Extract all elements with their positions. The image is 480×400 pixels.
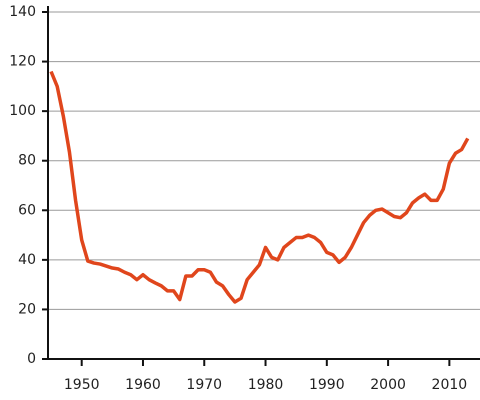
y-tick-label: 100 [9,103,36,119]
y-tick-label: 0 [27,351,36,367]
data-line [49,70,470,304]
x-tick-label: 1970 [186,377,222,393]
x-tick-label: 1980 [248,377,284,393]
y-tick-label: 20 [18,301,36,317]
x-tick-label: 2010 [432,377,468,393]
x-tick-label: 1990 [309,377,345,393]
y-tick-label: 60 [18,202,36,218]
x-tick-label: 2000 [370,377,406,393]
y-tick-label: 120 [9,54,36,70]
x-tick-label: 1960 [125,377,161,393]
y-tick-label: 140 [9,4,36,20]
y-tick-label: 80 [18,153,36,169]
y-tick-label: 40 [18,252,36,268]
x-tick-label: 1950 [64,377,100,393]
